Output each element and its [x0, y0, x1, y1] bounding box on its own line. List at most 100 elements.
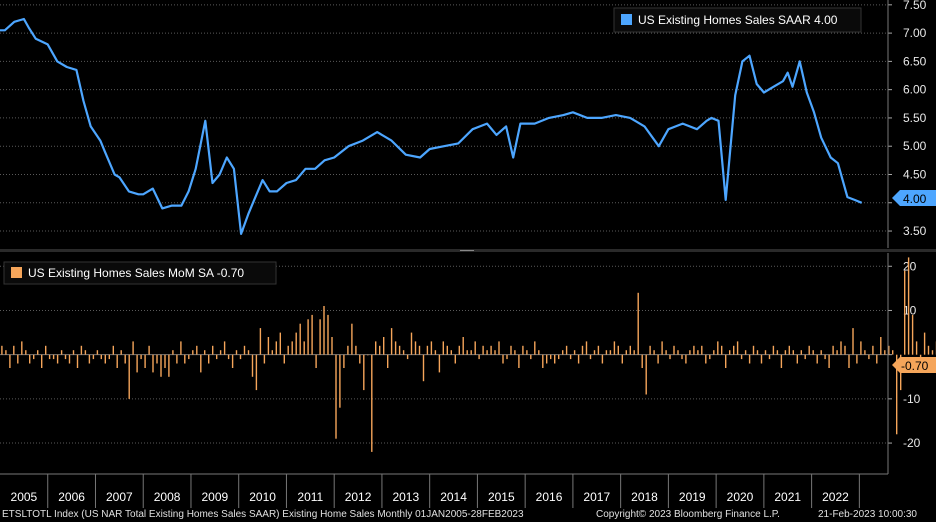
mom-change-bar [235, 350, 238, 355]
panel-resize-handle[interactable] [460, 250, 474, 251]
mom-change-bar [796, 354, 798, 364]
x-axis-year-label: 2011 [297, 490, 323, 504]
mom-change-bar [776, 350, 779, 355]
mom-change-bar [518, 354, 520, 368]
mom-change-bar [550, 354, 552, 360]
mom-change-bar [693, 345, 695, 355]
mom-change-bar [522, 345, 524, 355]
mom-change-bar [526, 350, 528, 355]
mom-change-bar [494, 350, 496, 355]
mom-change-bar [609, 350, 612, 355]
mom-change-bar [462, 337, 464, 355]
mom-change-bar [255, 354, 258, 391]
mom-change-bar [748, 354, 751, 364]
mom-change-bar [188, 354, 190, 360]
mom-change-bar [510, 345, 512, 355]
mom-change-bar [876, 354, 878, 364]
mom-change-bar [17, 354, 19, 364]
mom-change-bar [184, 354, 186, 364]
mom-change-bar [379, 345, 381, 355]
footer-timestamp: 21-Feb-2023 10:00:30 [818, 509, 917, 520]
mom-change-bar [311, 314, 313, 355]
mom-change-bar [72, 350, 75, 355]
mom-change-bar [60, 350, 63, 355]
mom-change-bar [180, 341, 182, 355]
mom-change-bar [709, 354, 711, 360]
mom-change-bar [156, 354, 158, 364]
mom-change-bar [744, 350, 747, 355]
mom-change-bar [13, 345, 15, 355]
mom-change-tick-label: 20 [903, 259, 917, 273]
mom-change-bar [562, 350, 564, 355]
mom-change-bar [96, 350, 99, 355]
mom-change-bar [204, 350, 206, 355]
mom-change-bar [554, 354, 556, 364]
mom-change-bar [641, 354, 643, 368]
mom-change-bar [283, 354, 285, 364]
mom-change-bar [816, 354, 818, 364]
mom-change-bar [223, 341, 226, 355]
mom-change-bar [303, 341, 305, 355]
sales-saar-panel: 3.50 4.50 5.00 5.50 6.00 6.50 7.00 7.50 US Exis… [0, 0, 936, 238]
mom-change-bar [653, 350, 655, 355]
mom-change-bar [617, 345, 619, 355]
mom-change-bar [697, 350, 699, 355]
mom-change-bar [208, 354, 210, 364]
mom-change-bar [216, 354, 218, 360]
mom-change-bar [25, 350, 27, 355]
mom-change-bar [251, 354, 254, 377]
sales-saar-series-line [0, 17, 863, 235]
mom-change-panel: -20 -10 10 20 US Existing Homes Sales MoM S… [0, 257, 936, 452]
mom-change-bar [450, 350, 452, 355]
mom-change-bar [1, 345, 3, 355]
mom-change-tick-label: -20 [903, 436, 921, 450]
mom-change-bar [768, 354, 771, 360]
mom-change-bar [514, 350, 516, 355]
mom-change-bar [673, 345, 675, 355]
mom-change-bar [132, 341, 134, 355]
mom-change-bar [705, 354, 707, 364]
x-axis: 2005 2006 2007 2008 2009 2010 2011 2012 2013 2014… [11, 474, 860, 508]
x-axis-year-label: 2018 [631, 490, 658, 504]
mom-change-bar [454, 354, 456, 364]
mom-change-bar [665, 350, 667, 355]
mom-change-bar [597, 345, 600, 355]
mom-change-bar [112, 345, 114, 355]
mom-change-bar [740, 354, 743, 360]
x-axis-year-label: 2020 [727, 490, 754, 504]
mom-change-bar [219, 350, 222, 355]
mom-change-bar [398, 345, 401, 355]
x-axis-year-label: 2016 [536, 490, 563, 504]
mom-change-bar [458, 345, 460, 355]
mom-change-bar [21, 341, 23, 355]
mom-change-bar [804, 354, 806, 360]
mom-change-bar [601, 354, 604, 364]
mom-change-bar [192, 350, 194, 355]
mom-change-bar [466, 350, 468, 355]
mom-change-bar [629, 345, 631, 355]
mom-change-bar [29, 354, 31, 364]
mom-change-bar [263, 354, 266, 364]
x-axis-year-label: 2015 [488, 490, 515, 504]
mom-change-bar [852, 328, 854, 355]
x-axis-year-label: 2021 [774, 490, 801, 504]
mom-change-bar [128, 354, 130, 399]
mom-change-bar [327, 314, 329, 355]
mom-change-bar [152, 354, 154, 373]
mom-change-legend: US Existing Homes Sales MoM SA -0.70 [3, 261, 277, 285]
mom-change-bar [478, 354, 480, 360]
mom-change-bar [832, 345, 834, 355]
mom-change-bar [402, 350, 405, 355]
mom-change-bar [613, 341, 616, 355]
mom-change-bar [359, 354, 361, 364]
mom-change-bar [116, 354, 118, 368]
mom-change-bar [824, 354, 826, 360]
mom-change-bar [124, 354, 126, 364]
mom-change-bar [625, 350, 627, 355]
mom-change-bar [911, 314, 914, 355]
mom-change-bar [661, 341, 663, 355]
mom-change-bar [558, 354, 560, 360]
mom-change-bar [772, 345, 775, 355]
mom-change-bar [645, 354, 647, 395]
mom-change-bar [367, 354, 369, 356]
